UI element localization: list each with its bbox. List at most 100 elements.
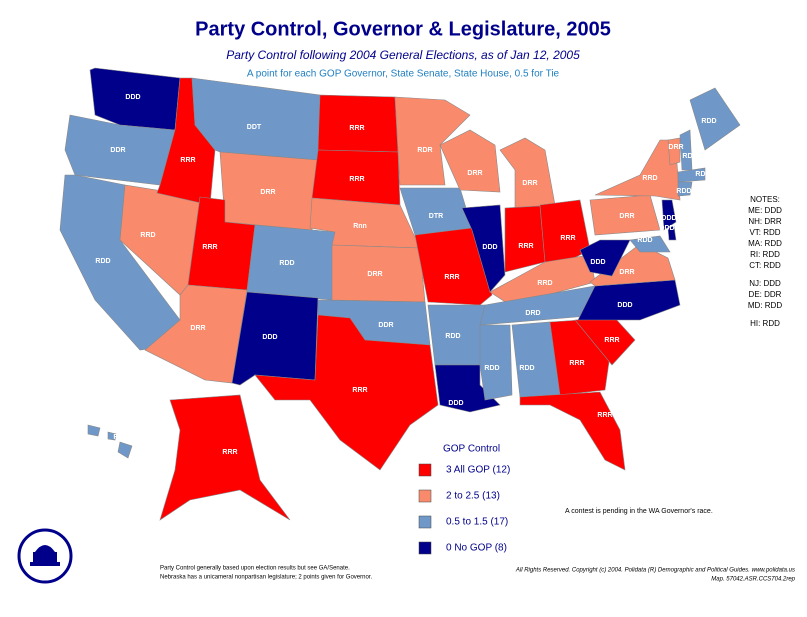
note-line: MD: RDD bbox=[748, 301, 782, 310]
state bbox=[414, 227, 493, 306]
state-label: RRR bbox=[180, 157, 195, 164]
state-label: DDD bbox=[661, 215, 676, 222]
state-label: DRR bbox=[467, 170, 482, 177]
state-label: DDD bbox=[125, 94, 140, 101]
state bbox=[317, 94, 399, 153]
legend-label: 0 No GOP (8) bbox=[446, 543, 507, 554]
state-label: RRR bbox=[349, 125, 364, 132]
state-label: RRR bbox=[222, 449, 237, 456]
state-label: RRR bbox=[560, 235, 575, 242]
state-label: RDD bbox=[695, 171, 710, 178]
state bbox=[254, 314, 439, 471]
note-line: VT: RDD bbox=[749, 228, 780, 237]
state-label: RRR bbox=[202, 244, 217, 251]
state-label: DTR bbox=[429, 213, 443, 220]
state-label: RRR bbox=[518, 243, 533, 250]
subtitle2: A point for each GOP Governor, State Sen… bbox=[247, 69, 560, 80]
state-label: DDD bbox=[617, 302, 632, 309]
state-label: RRD bbox=[642, 175, 657, 182]
state bbox=[589, 194, 661, 236]
note-line: CT: RDD bbox=[749, 261, 781, 270]
state-label: DRR bbox=[522, 180, 537, 187]
state-label: RRR bbox=[604, 337, 619, 344]
state-label: RDD bbox=[676, 188, 691, 195]
state-label: DRD bbox=[525, 310, 540, 317]
state bbox=[519, 391, 626, 471]
state bbox=[677, 181, 693, 197]
state-label: RDD bbox=[519, 365, 534, 372]
state bbox=[689, 87, 741, 151]
footer-right: Map. 57042.ASR.CCS704.2rep bbox=[711, 577, 795, 583]
state-label: DDR bbox=[110, 147, 125, 154]
note-line: DE: DDR bbox=[749, 290, 782, 299]
note-line: RI: RDD bbox=[750, 250, 780, 259]
state bbox=[461, 204, 506, 293]
state bbox=[159, 394, 291, 521]
title: Party Control, Governor & Legislature, 2… bbox=[195, 18, 611, 40]
state-label: DRR bbox=[619, 269, 634, 276]
legend-label: 0.5 to 1.5 (17) bbox=[446, 517, 508, 528]
legend-swatch bbox=[418, 515, 432, 529]
subtitle: Party Control following 2004 General Ele… bbox=[226, 48, 580, 62]
state-label: DDD bbox=[448, 400, 463, 407]
state-label: RRR bbox=[349, 176, 364, 183]
state bbox=[87, 424, 133, 459]
state-label: DDD bbox=[659, 225, 674, 232]
state-label: RRR bbox=[569, 360, 584, 367]
legend-swatch bbox=[418, 463, 432, 477]
state bbox=[667, 137, 681, 166]
legend-label: 3 All GOP (12) bbox=[446, 465, 510, 476]
state-label: DDR bbox=[378, 322, 393, 329]
state-label: RRD bbox=[140, 232, 155, 239]
note-line: HI: RDD bbox=[750, 319, 780, 328]
state bbox=[661, 199, 677, 231]
logo bbox=[17, 528, 73, 584]
state bbox=[667, 225, 677, 241]
legend-swatch bbox=[418, 541, 432, 555]
state-label: DDT bbox=[247, 124, 262, 131]
state-label: RRR bbox=[597, 412, 612, 419]
state bbox=[677, 167, 706, 183]
pending-note: A contest is pending in the WA Governor'… bbox=[565, 508, 713, 515]
footer-left: Party Control generally based upon elect… bbox=[160, 566, 350, 572]
state-label: RDR bbox=[417, 147, 432, 154]
state-label: RDD bbox=[113, 434, 128, 441]
state-label: RDD bbox=[682, 153, 697, 160]
state bbox=[479, 324, 513, 401]
state bbox=[579, 239, 631, 277]
state-label: RRR bbox=[444, 274, 459, 281]
state-label: DRR bbox=[260, 189, 275, 196]
state-label: DRR bbox=[668, 144, 683, 151]
state-label: Rnn bbox=[353, 223, 367, 230]
footer-right: All Rights Reserved. Copyright (c) 2004.… bbox=[515, 568, 795, 574]
state bbox=[504, 205, 546, 273]
state-label: RRD bbox=[537, 280, 552, 287]
state-label: RRR bbox=[352, 387, 367, 394]
state-label: RDD bbox=[484, 365, 499, 372]
state-label: DRR bbox=[619, 213, 634, 220]
state-label: DRR bbox=[367, 271, 382, 278]
state-label: RDD bbox=[95, 258, 110, 265]
state bbox=[439, 129, 501, 193]
state-label: DDD bbox=[262, 334, 277, 341]
note-line: NJ: DDD bbox=[749, 279, 781, 288]
note-line: NH: DRR bbox=[748, 217, 782, 226]
state-label: RDD bbox=[279, 260, 294, 267]
note-line: ME: DDD bbox=[748, 206, 782, 215]
state-label: DDD bbox=[590, 259, 605, 266]
state bbox=[594, 139, 681, 201]
state-label: RDD bbox=[637, 237, 652, 244]
state bbox=[629, 235, 671, 253]
state bbox=[499, 137, 556, 209]
legend-title: GOP Control bbox=[443, 444, 500, 455]
note-line: MA: RDD bbox=[748, 239, 782, 248]
note-line: NOTES: bbox=[750, 195, 780, 204]
state-label: RDD bbox=[701, 118, 716, 125]
legend-label: 2 to 2.5 (13) bbox=[446, 491, 500, 502]
footer-left: Nebraska has a unicameral nonpartisan le… bbox=[160, 575, 372, 581]
state-label: DDD bbox=[482, 244, 497, 251]
state-label: DRR bbox=[190, 325, 205, 332]
legend-swatch bbox=[418, 489, 432, 503]
state-label: RDD bbox=[445, 333, 460, 340]
